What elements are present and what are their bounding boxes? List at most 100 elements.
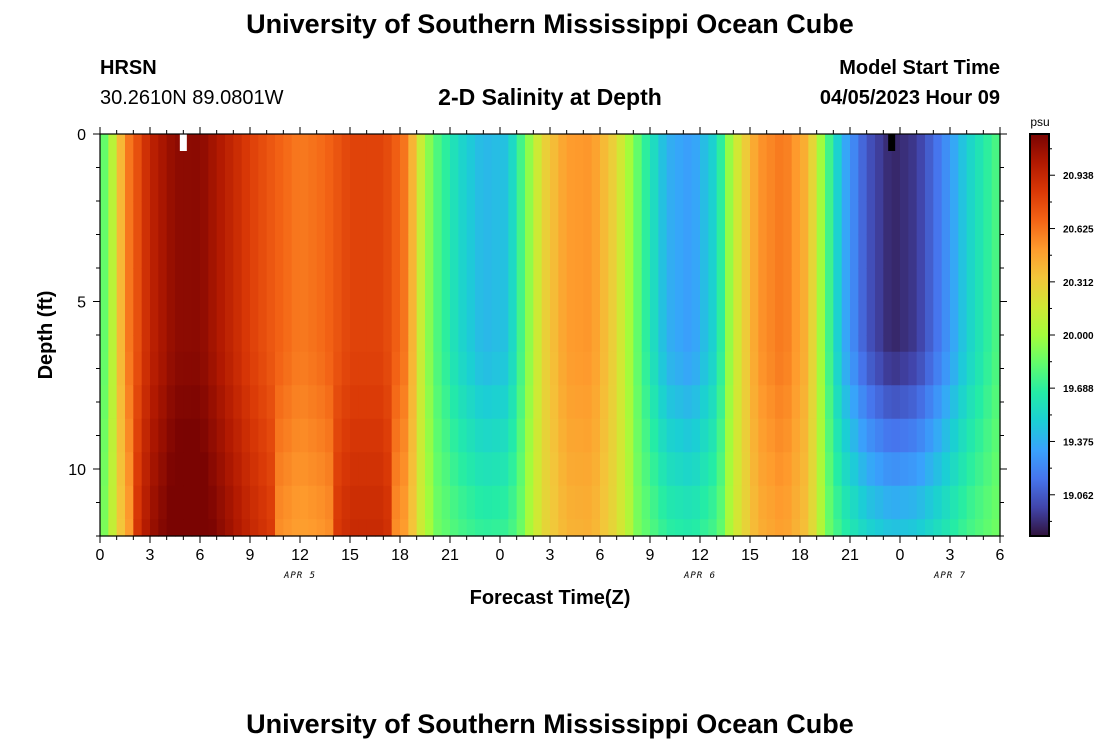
heatmap-cell <box>433 485 443 520</box>
heatmap-cell <box>641 385 651 420</box>
heatmap-cell <box>900 485 909 520</box>
heatmap-cell <box>700 234 709 269</box>
heatmap-cell <box>633 167 643 202</box>
heatmap-cell <box>533 519 543 537</box>
heatmap-cell <box>208 234 218 269</box>
heatmap-cell <box>416 268 426 303</box>
heatmap-cell <box>666 201 676 236</box>
heatmap-cell <box>850 418 859 453</box>
heatmap-cell <box>891 351 901 386</box>
colorbar-unit: psu <box>1030 115 1049 129</box>
heatmap-cell <box>375 385 384 420</box>
colorbar-tick-label: 19.375 <box>1063 437 1094 448</box>
heatmap-cell <box>433 134 443 169</box>
heatmap-cell <box>933 201 943 236</box>
heatmap-cell <box>216 452 226 487</box>
heatmap-cell <box>191 234 201 269</box>
heatmap-cell <box>975 351 984 386</box>
heatmap-cell <box>950 452 959 487</box>
heatmap-cell <box>541 335 551 353</box>
heatmap-cell <box>591 134 601 169</box>
heatmap-cell <box>833 452 843 487</box>
heatmap-cell <box>150 452 159 487</box>
heatmap-cell <box>341 351 351 386</box>
heatmap-cell <box>308 268 318 303</box>
heatmap-cell <box>700 418 709 453</box>
heatmap-cell <box>700 268 709 303</box>
heatmap-cell <box>250 452 259 487</box>
heatmap-cell <box>491 134 501 169</box>
heatmap-cell <box>408 418 418 453</box>
heatmap-cell <box>350 268 359 303</box>
heatmap-cell <box>991 167 1001 202</box>
heatmap-cell <box>908 301 918 336</box>
heatmap-cell <box>150 335 159 353</box>
heatmap-cell <box>266 351 276 386</box>
heatmap-cell <box>466 452 476 487</box>
heatmap-cell <box>700 485 709 520</box>
heatmap-cell <box>966 351 976 386</box>
heatmap-cell <box>525 351 534 386</box>
heatmap-cell <box>591 201 601 236</box>
heatmap-cell <box>725 134 734 169</box>
heatmap-cell <box>950 134 959 169</box>
heatmap-cell <box>450 418 459 453</box>
heatmap-cell <box>150 351 159 386</box>
heatmap-cell <box>775 351 784 386</box>
heatmap-cell <box>100 167 109 202</box>
heatmap-cell <box>925 201 934 236</box>
heatmap-cell <box>491 485 501 520</box>
heatmap-cell <box>750 167 759 202</box>
heatmap-cell <box>591 301 601 336</box>
heatmap-cell <box>633 301 643 336</box>
heatmap-cell <box>833 234 843 269</box>
heatmap-cell <box>383 452 393 487</box>
heatmap-cell <box>308 452 318 487</box>
heatmap-cell <box>366 418 376 453</box>
heatmap-cell <box>758 167 768 202</box>
heatmap-cell <box>108 167 118 202</box>
heatmap-cell <box>900 418 909 453</box>
heatmap-cell <box>875 335 884 353</box>
heatmap-cell <box>816 167 826 202</box>
heatmap-cell <box>850 351 859 386</box>
heatmap-cell <box>591 452 601 487</box>
heatmap-cell <box>900 351 909 386</box>
heatmap-cell <box>150 485 159 520</box>
heatmap-cell <box>400 201 409 236</box>
heatmap-cell <box>525 167 534 202</box>
heatmap-cell <box>716 519 726 537</box>
heatmap-cell <box>408 301 418 336</box>
heatmap-cell <box>900 201 909 236</box>
heatmap-cell <box>491 268 501 303</box>
x-tick-label: 12 <box>691 547 709 564</box>
heatmap-cell <box>125 351 134 386</box>
heatmap-cell <box>416 335 426 353</box>
heatmap-cell <box>325 519 334 537</box>
heatmap-cell <box>825 234 834 269</box>
heatmap-cell <box>475 485 484 520</box>
heatmap-cell <box>583 351 593 386</box>
heatmap-cell <box>658 167 668 202</box>
heatmap-cell <box>975 452 984 487</box>
heatmap-cell <box>433 418 443 453</box>
heatmap-cell <box>150 234 159 269</box>
heatmap-cell <box>125 134 134 169</box>
heatmap-cell <box>916 201 926 236</box>
heatmap-cell <box>858 452 868 487</box>
heatmap-cell <box>558 351 568 386</box>
heatmap-cell <box>325 134 334 169</box>
heatmap-cell <box>416 167 426 202</box>
heatmap-cell <box>350 335 359 353</box>
heatmap-cell <box>716 167 726 202</box>
heatmap-cell <box>241 134 251 169</box>
heatmap-cell <box>191 519 201 537</box>
heatmap-cell <box>358 301 368 336</box>
heatmap-cell <box>616 134 626 169</box>
heatmap-cell <box>533 167 543 202</box>
heatmap-cell <box>975 301 984 336</box>
heatmap-cell <box>691 234 701 269</box>
heatmap-cell <box>258 385 268 420</box>
heatmap-cell <box>250 268 259 303</box>
heatmap-cell <box>941 351 951 386</box>
